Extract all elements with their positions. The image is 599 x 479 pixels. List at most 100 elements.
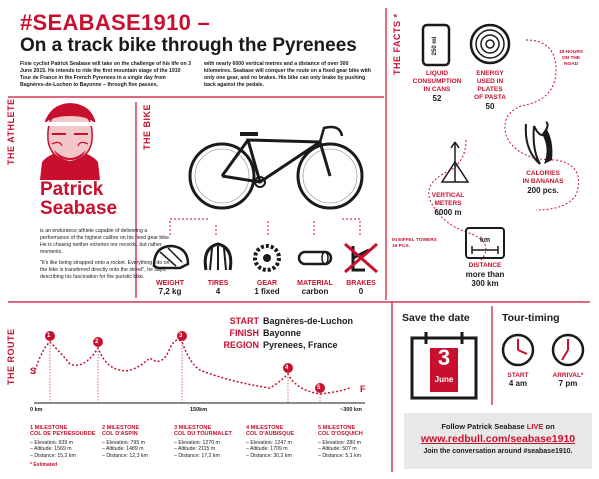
milestone-elevation: – Elevation: 939 m	[30, 439, 73, 446]
athlete-portrait	[40, 103, 100, 180]
follow-text: Follow Patrick Seabase	[441, 422, 527, 431]
athlete-last-name: Seabase	[40, 198, 118, 219]
fact-value: 50	[485, 102, 495, 111]
milestone-4: 4 MILESTONE COL D'AUBISQUE – Elevation: …	[246, 425, 321, 459]
milestone-altitude: – Altitude: 507 m	[318, 446, 357, 453]
milestone-elevation: – Elevation: 1247 m	[246, 439, 292, 446]
eiffel-note-line: IN EIFFEL TOWERS	[392, 238, 437, 243]
spec-label: TIRES	[207, 280, 229, 287]
pasta-plate-icon	[469, 23, 511, 65]
fact-vertical: VERTICAL METERS 6000 m	[420, 192, 476, 217]
follow-banner: Follow Patrick Seabase LIVE on www.redbu…	[404, 413, 592, 469]
timing-arrival: ARRIVAL* 7 pm	[546, 372, 590, 388]
fact-label: OF PASTA	[474, 94, 506, 101]
milestone-altitude: – Altitude: 1709 m	[246, 446, 288, 453]
hours-note-line: ON THE	[561, 56, 581, 61]
athlete-first-name: Patrick	[40, 179, 104, 200]
spec-material: MATERIAL carbon	[292, 240, 338, 296]
marker-label-4: 4	[285, 365, 289, 371]
milestone-distance: – Distance: 5,1 km	[318, 452, 361, 459]
milestone-altitude: – Altitude: 1489 m	[102, 446, 144, 453]
tour-timing-title: Tour-timing	[502, 312, 560, 324]
milestone-title: 4 MILESTONE	[246, 425, 284, 431]
arrival-clock-icon	[551, 333, 585, 367]
spec-value: 7,2 kg	[158, 287, 182, 296]
helmet-icon	[152, 244, 190, 270]
milestone-5: 5 MILESTONE COL D'OSQUICH – Elevation: 2…	[318, 425, 393, 459]
route-region-label: REGION	[223, 340, 259, 350]
fact-cans: LIQUID CONSUMPTION IN CANS 52	[408, 70, 466, 103]
route-elevation-profile	[33, 331, 365, 404]
route-finish-label: FINISH	[229, 328, 259, 338]
distance-sign-text: km	[480, 237, 490, 244]
distance-sign-icon: km	[465, 227, 505, 259]
route-region-row: REGION Pyrenees, France	[215, 339, 353, 351]
fact-value: more than	[465, 270, 505, 279]
milestone-1: 1 MILESTONE COL DE PEYRESOURDE – Elevati…	[30, 425, 105, 459]
mountain-icon	[440, 141, 470, 183]
fact-distance: DISTANCE more than 300 km	[452, 262, 518, 288]
marker-label-1: 1	[47, 333, 51, 339]
no-brake-icon	[344, 242, 378, 274]
spec-value: 1 fixed	[254, 287, 280, 296]
route-start-label: START	[229, 316, 259, 326]
milestone-name: COL D'OSQUICH	[318, 431, 363, 438]
fact-label: CALORIES	[526, 170, 560, 177]
marker-label-3: 3	[179, 333, 183, 339]
athlete-quote: "It's like being strapped onto a rocket.…	[40, 260, 170, 280]
spec-label: MATERIAL	[297, 280, 333, 287]
fact-label: PLATES	[477, 86, 503, 93]
fact-value: 300 km	[471, 279, 499, 288]
bike-spec-connectors	[169, 218, 361, 235]
milestone-distance: – Distance: 30,2 km	[246, 452, 292, 459]
milestone-name: COL D'ASPIN	[102, 431, 138, 438]
route-finish-row: FINISH Bayonne	[215, 327, 353, 339]
section-label-athlete: THE ATHLETE	[6, 98, 16, 166]
timing-start-value: 4 am	[508, 379, 528, 388]
milestone-altitude: – Altitude: 1569 m	[30, 446, 72, 453]
fact-label: VERTICAL	[431, 192, 465, 199]
follow-text-end: on	[543, 422, 555, 431]
follow-line: Follow Patrick Seabase LIVE on	[404, 422, 592, 431]
timing-arrival-value: 7 pm	[558, 379, 578, 388]
intro-right-text: with nearly 6000 vertical metres and a d…	[204, 61, 371, 88]
milestone-name: COL D'AUBISQUE	[246, 431, 295, 438]
fact-label: IN BANANAS	[522, 178, 564, 185]
fact-label: METERS	[434, 200, 462, 207]
milestone-3: 3 MILESTONE COL DU TOURMALET – Elevation…	[174, 425, 249, 459]
route-start-value: Bagnères-de-Luchon	[263, 316, 354, 326]
route-start-marker: S	[30, 366, 37, 376]
bike-illustration	[188, 125, 364, 210]
route-finish-value: Bayonne	[263, 328, 302, 338]
milestone-elevation: – Elevation: 795 m	[102, 439, 145, 446]
intro-left-text: Fixie cyclist Patrick Seabase will take …	[20, 61, 191, 88]
facts-route-curve	[428, 39, 579, 261]
hours-note: 15 HOURS ON THE ROAD	[548, 50, 594, 68]
tube-icon	[297, 250, 333, 266]
fact-value: 52	[432, 94, 442, 103]
milestone-title: 5 MILESTONE	[318, 425, 356, 431]
route-finish-marker: F	[360, 384, 366, 394]
section-label-bike: THE BIKE	[142, 103, 152, 150]
spec-gear: GEAR 1 fixed	[244, 240, 290, 296]
fact-bananas: CALORIES IN BANANAS 200 pcs.	[508, 170, 578, 195]
fact-value: 200 pcs.	[527, 186, 559, 195]
spec-label: WEIGHT	[156, 280, 184, 287]
fact-label: USED IN	[476, 78, 504, 85]
milestone-title: 3 MILESTONE	[174, 425, 212, 431]
hours-note-line: 15 HOURS	[559, 50, 583, 55]
redbull-link[interactable]: www.redbull.com/seabase1910	[420, 433, 576, 445]
milestone-name: COL DU TOURMALET	[174, 431, 232, 438]
spec-value: 4	[215, 287, 221, 296]
section-label-route: THE ROUTE	[6, 328, 16, 385]
estimated-note: * Estimated	[30, 462, 58, 468]
can-icon: 250 ml	[421, 23, 451, 67]
eiffel-note-line: 19 PCS.	[392, 244, 410, 249]
milestone-altitude: – Altitude: 2115 m	[174, 446, 216, 453]
hours-note-line: ROAD	[563, 62, 579, 67]
milestone-title: 1 MILESTONE	[30, 425, 68, 431]
milestone-name: COL DE PEYRESOURDE	[30, 431, 96, 438]
spec-label: GEAR	[256, 280, 278, 287]
milestone-elevation: – Elevation: 280 m	[318, 439, 361, 446]
